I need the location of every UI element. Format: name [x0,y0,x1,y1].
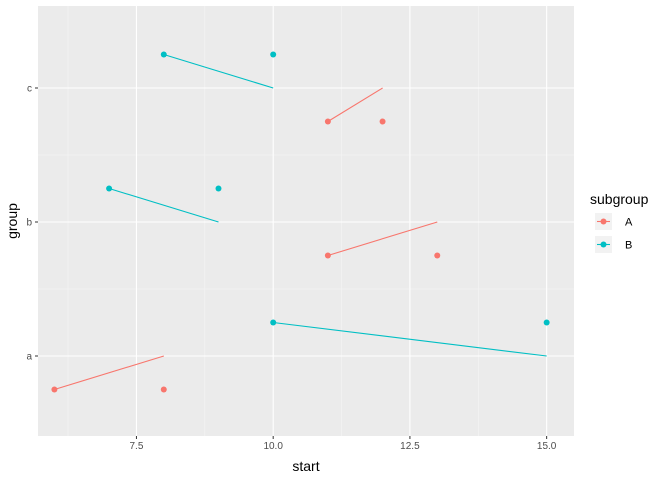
y-ticks: a b c [26,84,38,363]
point-A-a [160,386,167,393]
point-B-b [106,185,113,192]
segments [54,53,547,391]
legend-label-B: B [625,240,632,252]
segment-A-b [327,221,438,257]
segment-A-a [54,355,164,391]
segment-B-b [108,187,219,223]
point-A-c [379,118,386,125]
grid-major [38,6,574,436]
y-tick-label: c [27,84,32,95]
x-axis-title: start [292,458,319,474]
points [51,51,550,393]
x-tick-label: 15.0 [537,441,557,452]
legend-point-B [600,241,607,248]
x-ticks: 7.5 10.0 12.5 15.0 [129,436,557,452]
segment-B-a [273,321,547,357]
point-B-b [215,185,222,192]
x-tick-label: 10.0 [263,441,283,452]
point-A-b [324,252,331,259]
point-A-a [51,386,58,393]
point-A-c [324,118,331,125]
y-axis-title: group [4,203,20,239]
legend-label-A: A [625,217,633,229]
legend-title: subgroup [590,191,649,207]
point-A-b [434,252,441,259]
legend-point-A [600,218,607,225]
grid-minor [38,6,574,436]
point-B-c [160,51,167,58]
x-tick-label: 12.5 [400,441,420,452]
point-B-c [270,51,277,58]
segment-B-c [163,53,274,89]
y-tick-label: a [26,352,32,363]
segment-A-c [327,87,383,122]
legend: subgroup AB [590,191,649,253]
point-B-a [543,319,550,326]
x-tick-label: 7.5 [129,441,143,452]
point-B-a [270,319,277,326]
y-tick-label: b [26,218,32,229]
plot-panel [38,6,574,436]
